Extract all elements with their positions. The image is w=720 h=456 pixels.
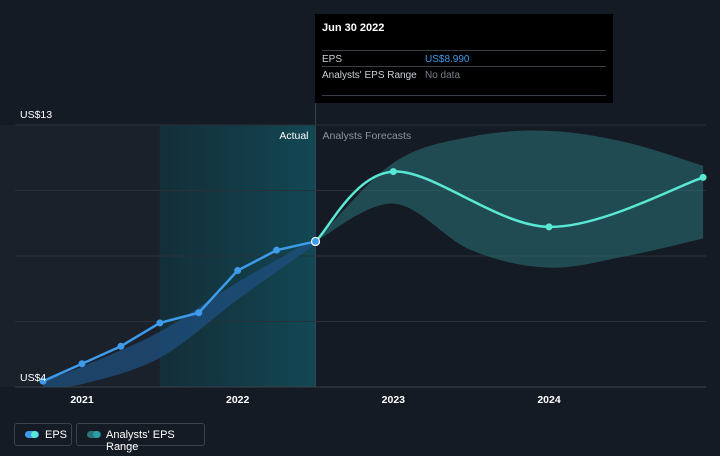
legend-eps-label: EPS bbox=[45, 429, 68, 441]
tooltip-eps-label: EPS bbox=[322, 54, 343, 65]
eps-point bbox=[273, 246, 281, 254]
eps-point bbox=[117, 342, 125, 350]
y-tick-top: US$13 bbox=[20, 109, 52, 121]
eps-point bbox=[156, 319, 164, 327]
tooltip-divider bbox=[322, 95, 606, 96]
eps-forecast-line bbox=[314, 170, 704, 243]
tooltip-eps-value: US$8.990 bbox=[425, 54, 470, 65]
forecast-label: Analysts Forecasts bbox=[323, 130, 412, 142]
eps-point bbox=[310, 236, 321, 247]
tooltip: Jun 30 2022 EPS US$8.990 Analysts' EPS R… bbox=[315, 14, 613, 103]
legend-eps-swatch-icon bbox=[25, 431, 39, 438]
eps-point bbox=[39, 377, 47, 385]
x-tick-label: 2023 bbox=[382, 394, 406, 406]
tooltip-range-label: Analysts' EPS Range bbox=[322, 70, 417, 81]
tooltip-range-value: No data bbox=[425, 70, 461, 81]
eps-actual-line bbox=[42, 240, 316, 383]
tooltip-date: Jun 30 2022 bbox=[322, 22, 385, 34]
eps-point bbox=[234, 267, 242, 275]
actual-label: Actual bbox=[279, 130, 308, 142]
forecast-point bbox=[699, 173, 707, 181]
eps-point bbox=[78, 360, 86, 368]
analysts-eps-range-band bbox=[315, 130, 704, 268]
legend-range-swatch-icon bbox=[87, 431, 101, 438]
x-tick-label: 2024 bbox=[537, 394, 561, 406]
tooltip-row-range: Analysts' EPS Range No data bbox=[322, 66, 606, 83]
legend-range-label: Analysts' EPS Range bbox=[106, 429, 175, 453]
forecast-point bbox=[389, 168, 397, 176]
actual-eps-range-band bbox=[43, 238, 316, 388]
x-tick-label: 2021 bbox=[70, 394, 94, 406]
eps-point bbox=[195, 309, 203, 317]
x-tick-label: 2022 bbox=[226, 394, 250, 406]
forecast-point bbox=[545, 223, 553, 231]
y-tick-bottom: US$4 bbox=[20, 372, 46, 384]
tooltip-row-eps: EPS US$8.990 bbox=[322, 50, 606, 67]
legend-eps[interactable]: EPS bbox=[14, 423, 72, 446]
legend-analysts-range[interactable]: Analysts' EPS Range bbox=[76, 423, 205, 453]
